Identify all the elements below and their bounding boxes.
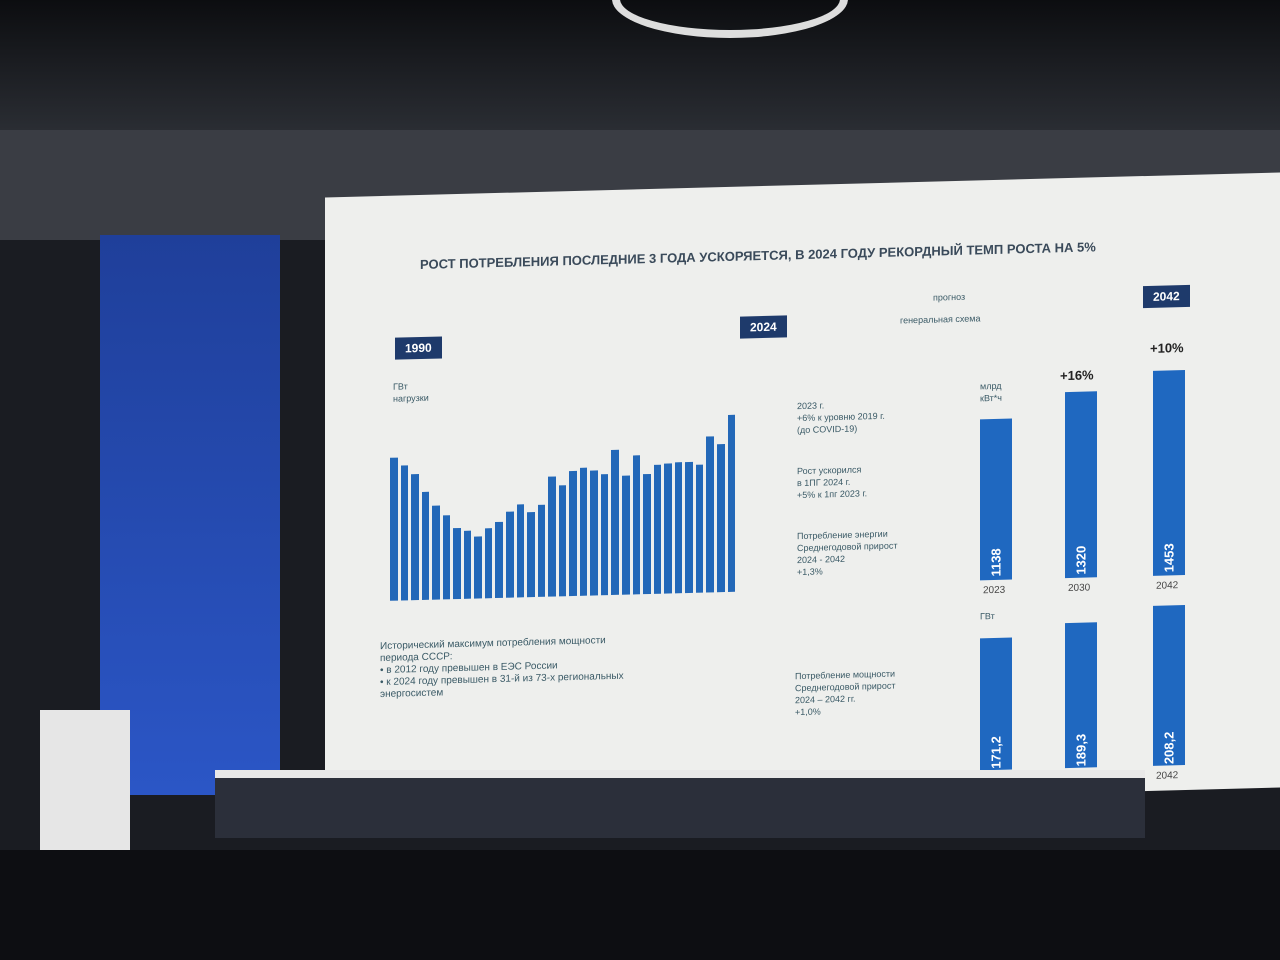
- load-bar: [400, 465, 409, 601]
- pct-2042: +10%: [1150, 340, 1184, 356]
- year-2042: 2042: [1143, 284, 1190, 309]
- load-bar: [579, 467, 588, 596]
- load-bar: [569, 470, 577, 597]
- load-bar: [474, 536, 482, 599]
- bar-label: 1138: [988, 548, 1004, 577]
- load-bar: [653, 464, 662, 594]
- forecast-bar: 1320: [1065, 391, 1097, 579]
- audience: [0, 850, 1280, 960]
- load-bar: [421, 491, 430, 600]
- load-bar: [548, 476, 556, 597]
- bar-label: 208,2: [1161, 731, 1177, 765]
- ceiling-light: [612, 0, 848, 38]
- bar-label: 1320: [1073, 545, 1089, 575]
- forecast-bar: 189,3: [1065, 621, 1097, 769]
- unit-load: ГВт нагрузки: [393, 381, 429, 404]
- load-bar: [632, 455, 641, 595]
- year-label: 2030: [1068, 582, 1091, 595]
- load-bar: [600, 474, 609, 596]
- load-bar: [643, 473, 651, 595]
- load-bar: [695, 464, 704, 593]
- history-note: Исторический максимум потребления мощнос…: [380, 635, 624, 701]
- podium: [40, 710, 130, 860]
- scheme-label: генеральная схема: [900, 313, 981, 326]
- load-bar: [506, 511, 514, 598]
- bar-label: 171,2: [988, 735, 1004, 769]
- load-bar: [411, 474, 419, 601]
- load-bar: [442, 515, 451, 600]
- pct-2030: +16%: [1060, 367, 1094, 384]
- load-bar: [537, 504, 546, 597]
- bar-label: 1453: [1161, 543, 1177, 573]
- load-bar: [495, 521, 504, 599]
- load-bar: [590, 470, 598, 596]
- load-bar: [390, 457, 398, 601]
- load-bar: [622, 475, 630, 595]
- load-bar: [674, 461, 683, 594]
- load-bar: [611, 449, 620, 596]
- load-bar: [527, 511, 535, 598]
- load-bar: [432, 505, 440, 600]
- note-growth: Рост ускорился в 1ПГ 2024 г. +5% к 1пг 2…: [797, 464, 868, 501]
- load-bar: [664, 463, 672, 594]
- bar-label: 189,3: [1073, 733, 1089, 767]
- load-bar: [516, 503, 525, 598]
- load-bar: [716, 443, 725, 593]
- presentation-screen: РОСТ ПОТРЕБЛЕНИЯ ПОСЛЕДНИЕ 3 ГОДА УСКОРЯ…: [325, 172, 1280, 813]
- note-power: Потребление мощности Среднегодовой приро…: [795, 668, 896, 718]
- unit-energy: млрд кВт*ч: [980, 380, 1002, 404]
- panel-table: [215, 770, 1145, 838]
- year-1990: 1990: [395, 336, 442, 360]
- load-bar: [558, 484, 567, 597]
- forecast-label: прогноз: [933, 291, 966, 303]
- year-label: 2023: [983, 584, 1006, 597]
- ceiling: [0, 0, 1280, 130]
- year-label: 2042: [1156, 770, 1179, 782]
- slide-title: РОСТ ПОТРЕБЛЕНИЯ ПОСЛЕДНИЕ 3 ГОДА УСКОРЯ…: [420, 239, 1096, 273]
- forecast-bar: 171,2: [980, 637, 1012, 771]
- unit-power: ГВт: [980, 610, 995, 622]
- forecast-bar: 1138: [980, 418, 1012, 581]
- load-bar: [463, 530, 472, 599]
- load-bar-chart: [390, 402, 736, 601]
- load-bar: [685, 461, 693, 594]
- load-bar: [484, 527, 493, 599]
- load-bar: [453, 528, 461, 600]
- blue-side-panel: [100, 235, 280, 795]
- note-energy: Потребление энергии Среднегодовой прирос…: [797, 528, 898, 578]
- year-label: 2042: [1156, 580, 1179, 592]
- load-bar: [706, 436, 714, 593]
- year-2024: 2024: [740, 315, 787, 339]
- load-bar: [727, 415, 736, 592]
- forecast-bar: 208,2: [1153, 604, 1185, 766]
- forecast-bar: 1453: [1153, 369, 1185, 576]
- note-2023: 2023 г. +6% к уровню 2019 г. (до COVID-1…: [797, 400, 885, 436]
